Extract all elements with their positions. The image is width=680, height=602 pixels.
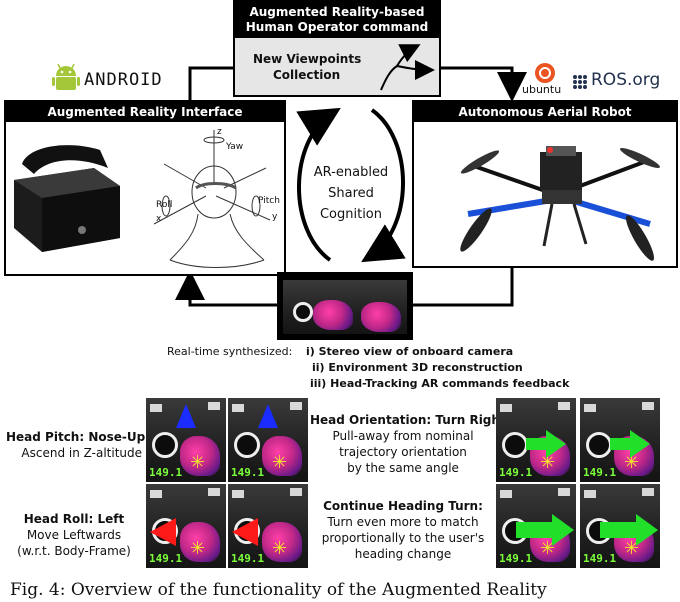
heading-view-left: ✳ 149.1	[496, 484, 576, 568]
turn-view-right: ✳ 149.1	[580, 398, 660, 482]
line-top-to-right	[440, 66, 527, 102]
row1-title: Head Pitch: Nose-Up	[6, 430, 146, 444]
viewpoints-line1: New Viewpoints	[253, 52, 362, 66]
cycle-arrows	[296, 107, 406, 263]
synth-item2: ii) Environment 3D reconstruction	[312, 361, 523, 374]
roll-label: Roll	[156, 200, 173, 210]
top-box-title-line2: Human Operator command	[245, 20, 429, 34]
ros-wordmark: ROS.org	[591, 70, 661, 90]
altitude-readout: 149.1	[499, 552, 533, 565]
roll-view-left: ✳ 149.1	[146, 484, 226, 568]
top-box-title-line1: Augmented Reality-based	[249, 5, 425, 19]
note1-l1: Pull-away from nominal	[332, 429, 474, 443]
shared-cognition-line2: Shared	[328, 186, 374, 201]
yaw-label: Yaw	[226, 142, 244, 152]
head-tracking-sketch	[153, 130, 271, 268]
note2-l1: Turn even more to match	[327, 515, 479, 529]
figure-caption: Fig. 4: Overview of the functionality of…	[10, 580, 547, 600]
ros-dots-icon	[573, 75, 587, 89]
note1-l2: trajectory orientation	[339, 445, 467, 459]
altitude-readout: 149.1	[583, 552, 617, 565]
ros-logo: ROS.org	[572, 70, 680, 94]
ubuntu-wordmark: ubuntu	[522, 83, 562, 96]
note2-title: Continue Heading Turn:	[323, 499, 483, 513]
ubuntu-circle-icon	[535, 63, 555, 83]
heading-view-right: ✳ 149.1	[580, 484, 660, 568]
pitch-label: Pitch	[258, 196, 280, 206]
arrow-right-icon	[516, 514, 574, 546]
axis-z-label: z	[217, 127, 222, 137]
row2-title: Head Roll: Left	[23, 512, 125, 526]
aerial-robot-header: Autonomous Aerial Robot	[414, 102, 676, 122]
shared-cognition-line1: AR-enabled	[313, 165, 389, 180]
arrow-up-icon	[176, 404, 196, 428]
line-camera-to-left	[175, 270, 277, 307]
synth-item1: i) Stereo view of onboard camera	[306, 345, 514, 358]
altitude-readout: 149.1	[499, 466, 533, 479]
line-top-to-left	[188, 66, 235, 100]
altitude-readout: 149.1	[231, 466, 265, 479]
line-right-to-camera	[413, 268, 514, 307]
turn-view-left: ✳ 149.1	[496, 398, 576, 482]
note2-l2: proportionally to the user's	[321, 531, 485, 545]
axis-x-label: x	[156, 214, 162, 224]
synth-item3: iii) Head-Tracking AR commands feedback	[310, 377, 570, 390]
altitude-readout: 149.1	[583, 466, 617, 479]
roll-view-right: ✳ 149.1	[228, 484, 308, 568]
ar-interface-box: Augmented Reality Interface z Yaw Roll P…	[4, 100, 286, 276]
arrow-left-icon	[150, 518, 176, 546]
note1-title: Head Orientation: Turn Right	[310, 413, 506, 427]
synthesized-view-image	[283, 280, 407, 334]
synthesized-view-frame	[277, 272, 413, 340]
axis-y-label: y	[272, 212, 278, 222]
synth-lead: Real-time synthesized:	[167, 345, 293, 358]
pitch-view-right: ✳ 149.1	[228, 398, 308, 482]
pitch-view-left: ✳ 149.1	[146, 398, 226, 482]
arrow-right-icon	[600, 514, 658, 546]
arrow-up-icon	[258, 404, 278, 428]
aerial-robot-box: Autonomous Aerial Robot	[412, 100, 678, 268]
altitude-readout: 149.1	[231, 552, 265, 565]
row1-desc1: Ascend in Z-altitude	[21, 446, 142, 460]
ar-interface-header: Augmented Reality Interface	[6, 102, 284, 122]
row2-desc2: (w.r.t. Body-Frame)	[17, 544, 131, 558]
branch-arrow-icon	[380, 44, 435, 91]
top-command-box: Augmented Reality-based Human Operator c…	[233, 0, 441, 97]
ubuntu-logo: ubuntu	[520, 62, 572, 98]
android-wordmark: android	[84, 70, 163, 90]
android-robot-icon	[52, 63, 80, 90]
viewpoints-line2: Collection	[273, 68, 341, 82]
top-box-header: Augmented Reality-based Human Operator c…	[235, 2, 439, 38]
note1-l3: by the same angle	[347, 461, 459, 475]
row2-desc1: Move Leftwards	[26, 528, 122, 542]
vr-headset-image	[14, 145, 120, 252]
altitude-readout: 149.1	[149, 466, 183, 479]
shared-cognition-line3: Cognition	[319, 207, 383, 222]
arrow-left-icon	[232, 518, 258, 546]
drone-image	[460, 146, 661, 261]
altitude-readout: 149.1	[149, 552, 183, 565]
arrow-right-icon	[610, 430, 650, 458]
note2-l3: heading change	[354, 547, 452, 561]
arrow-right-icon	[526, 430, 566, 458]
android-logo: android	[52, 62, 163, 96]
